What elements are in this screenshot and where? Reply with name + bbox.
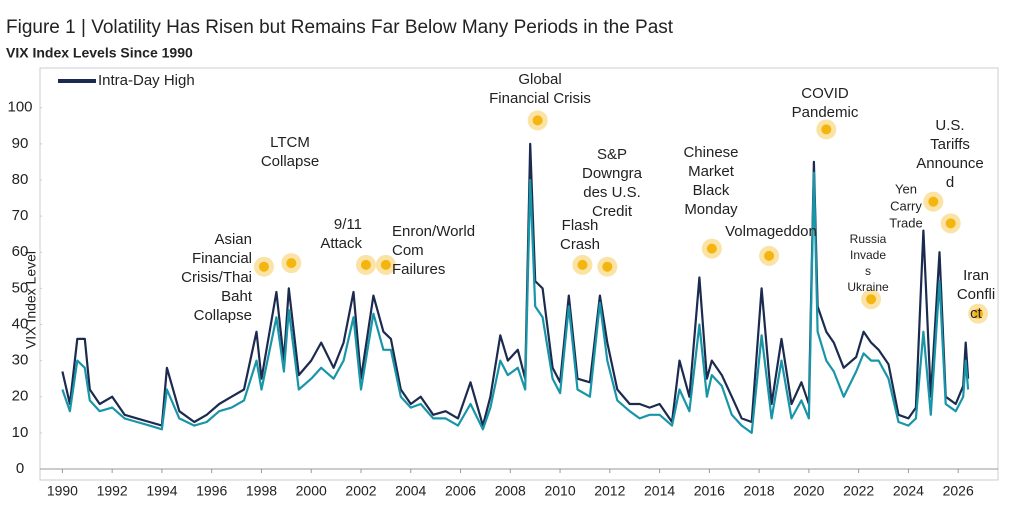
y-tick-label: 10 xyxy=(12,424,29,441)
x-tick-label: 2022 xyxy=(843,483,874,499)
x-tick-label: 1994 xyxy=(146,483,177,499)
annotation-label: s xyxy=(865,264,871,278)
annotation-label: Pandemic xyxy=(792,104,859,121)
annotation-label: Iran xyxy=(963,267,989,284)
annotation-dot xyxy=(286,258,297,269)
annotation-label: LTCM xyxy=(270,134,310,151)
x-tick-label: 2026 xyxy=(943,483,974,499)
annotation-label: Downgra xyxy=(582,165,643,182)
x-tick-label: 2020 xyxy=(793,483,824,499)
annotation-label: Ukraine xyxy=(847,280,889,294)
annotation-label: Monday xyxy=(684,201,738,218)
annotation-label: Collapse xyxy=(261,153,319,170)
annotation-label: Trade xyxy=(889,215,922,230)
annotation-dot xyxy=(764,250,775,261)
y-tick-label: 30 xyxy=(12,352,29,369)
annotation-label: Confli xyxy=(957,286,995,303)
plot-frame xyxy=(39,67,999,481)
x-tick-label: 1998 xyxy=(246,483,277,499)
annotation-label: Crisis/Thai xyxy=(181,269,252,286)
annotation-label: Com xyxy=(392,242,424,259)
annotation-dot xyxy=(577,259,588,270)
x-tick-label: 1992 xyxy=(97,483,128,499)
y-tick-label: 0 xyxy=(16,460,24,477)
annotation-dot xyxy=(706,243,717,254)
annotation-label: Market xyxy=(688,163,735,180)
annotation-label: Chinese xyxy=(683,144,738,161)
annotation-label: Financial xyxy=(192,250,252,267)
annotation-label: ct xyxy=(970,305,983,322)
annotation-label: S&P xyxy=(597,146,627,163)
annotation-label: 9/11 xyxy=(334,216,362,233)
annotation-label: U.S. xyxy=(935,117,964,134)
annotation-label: d xyxy=(946,174,954,191)
y-tick-label: 20 xyxy=(12,388,29,405)
x-tick-label: 1996 xyxy=(196,483,227,499)
y-tick-label: 70 xyxy=(12,207,29,224)
annotation-label: Enron/World xyxy=(392,223,475,240)
y-tick-label: 90 xyxy=(12,135,29,152)
y-axis-label: VIX Index Level xyxy=(23,251,39,349)
x-tick-label: 2012 xyxy=(594,483,625,499)
y-tick-label: 50 xyxy=(12,279,29,296)
annotation-label: Failures xyxy=(392,261,445,278)
annotation-label: Yen xyxy=(895,181,917,196)
annotation-dot xyxy=(258,261,269,272)
annotation-label: Flash xyxy=(562,217,599,234)
annotation-label: Black xyxy=(693,182,730,199)
annotation-dot xyxy=(380,259,391,270)
y-tick-label: 100 xyxy=(7,99,32,116)
x-tick-label: 2006 xyxy=(445,483,476,499)
annotation-label: Baht xyxy=(221,288,253,305)
series-line xyxy=(61,171,970,434)
x-tick-label: 2004 xyxy=(395,483,426,499)
annotation-label: Collapse xyxy=(194,307,252,324)
annotation-label: Tariffs xyxy=(930,136,970,153)
y-tick-label: 60 xyxy=(12,243,29,260)
x-tick-label: 2016 xyxy=(694,483,725,499)
x-tick-label: 2024 xyxy=(893,483,924,499)
x-tick-label: 2000 xyxy=(296,483,327,499)
annotation-dot xyxy=(928,196,939,207)
annotation-dot xyxy=(866,294,877,305)
annotation-label: COVID xyxy=(801,85,849,102)
annotation-label: Carry xyxy=(890,198,922,213)
annotation-label: Crash xyxy=(560,236,600,253)
annotation-label: Volmageddon xyxy=(725,223,817,240)
annotation-dot xyxy=(602,261,613,272)
legend-label: Intra-Day High xyxy=(98,72,195,89)
x-tick-label: 2018 xyxy=(744,483,775,499)
annotation-label: Asian xyxy=(214,231,252,248)
y-tick-label: 80 xyxy=(12,171,29,188)
chart-subtitle: VIX Index Levels Since 1990 xyxy=(6,45,193,61)
annotation-label: des U.S. xyxy=(583,184,641,201)
annotation-dot xyxy=(973,308,984,319)
x-tick-label: 1990 xyxy=(47,483,78,499)
annotation-label: Attack xyxy=(320,235,362,252)
annotation-dot xyxy=(821,124,832,135)
y-tick-label: 40 xyxy=(12,315,29,332)
x-tick-label: 2010 xyxy=(544,483,575,499)
annotation-dot xyxy=(945,218,956,229)
annotation-label: Invade xyxy=(850,248,886,262)
annotation-label: Financial Crisis xyxy=(489,90,591,107)
series-line xyxy=(61,142,970,427)
annotation-label: Russia xyxy=(850,232,887,246)
x-tick-label: 2008 xyxy=(495,483,526,499)
x-tick-label: 2002 xyxy=(345,483,376,499)
annotation-label: Global xyxy=(518,71,561,88)
x-tick-label: 2014 xyxy=(644,483,675,499)
annotation-dot xyxy=(360,259,371,270)
chart-title: Figure 1 | Volatility Has Risen but Rema… xyxy=(6,17,674,38)
annotation-label: Credit xyxy=(592,203,633,220)
annotation-dot xyxy=(532,115,543,126)
annotation-label: Announce xyxy=(916,155,984,172)
